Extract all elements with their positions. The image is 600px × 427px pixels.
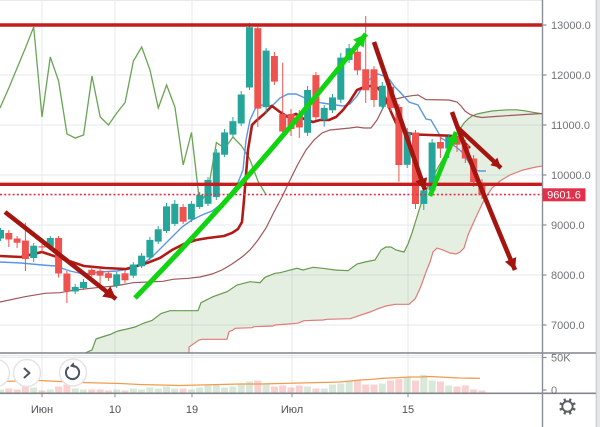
svg-text:10: 10 (109, 404, 121, 416)
svg-text:15: 15 (402, 404, 414, 416)
svg-text:9000.0: 9000.0 (551, 220, 585, 232)
svg-text:11000.0: 11000.0 (551, 120, 590, 132)
svg-text:0: 0 (551, 385, 557, 397)
svg-text:19: 19 (186, 404, 198, 416)
svg-text:50K: 50K (551, 353, 571, 365)
svg-text:Июл: Июл (281, 404, 303, 416)
svg-text:10000.0: 10000.0 (551, 170, 591, 182)
svg-text:8000.0: 8000.0 (551, 270, 585, 282)
svg-text:12000.0: 12000.0 (551, 70, 591, 82)
svg-text:13000.0: 13000.0 (551, 20, 591, 32)
svg-text:9601.6: 9601.6 (547, 189, 581, 201)
svg-text:7000.0: 7000.0 (551, 320, 585, 332)
svg-text:Июн: Июн (31, 404, 53, 416)
